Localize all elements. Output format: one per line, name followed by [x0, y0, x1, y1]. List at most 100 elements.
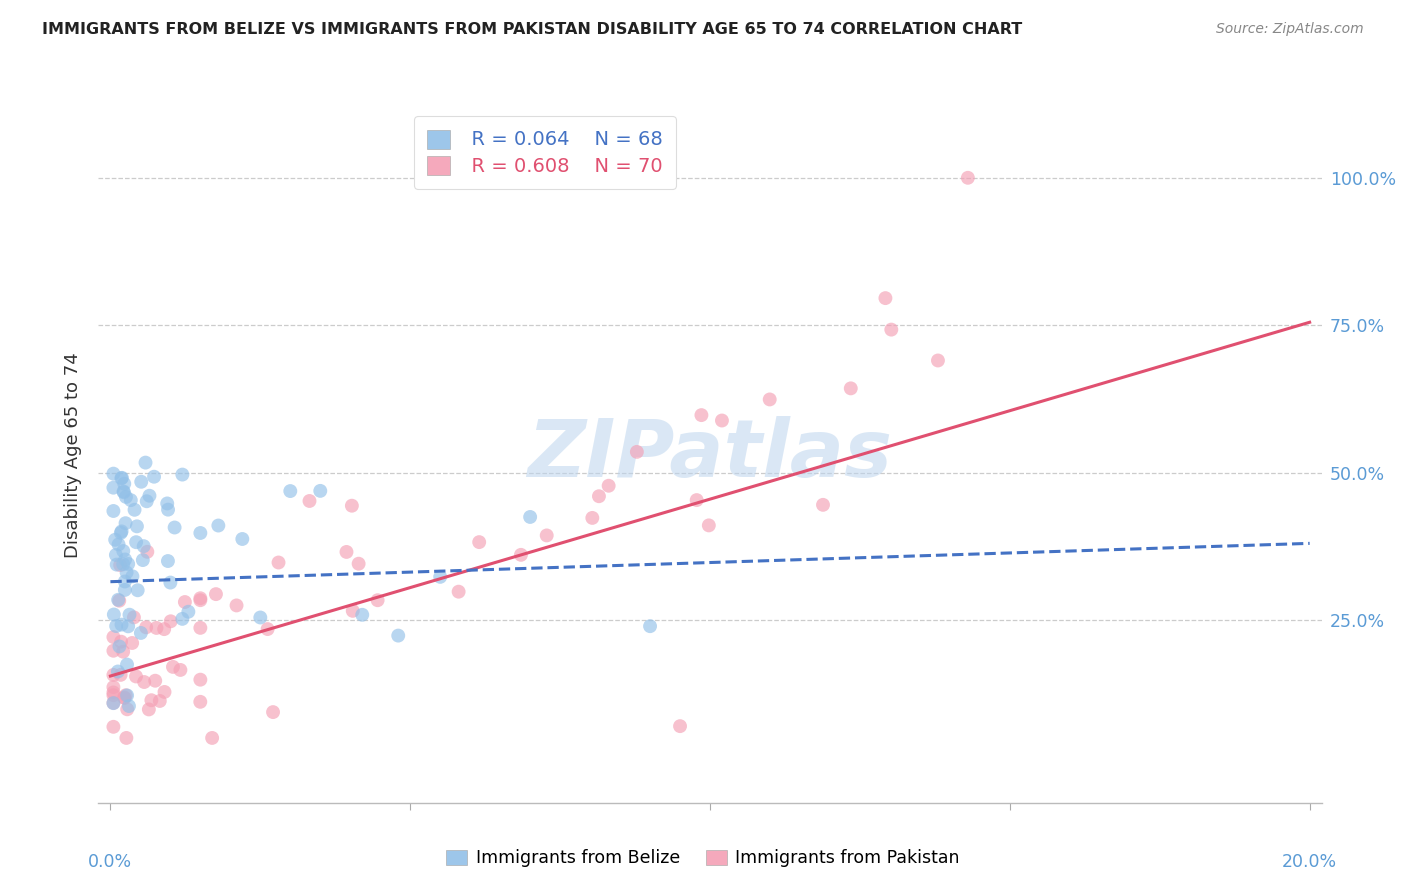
Point — [710, 413, 733, 427]
Point — [149, 694, 172, 708]
Point — [103, 644, 125, 658]
Point — [163, 520, 186, 534]
Point — [172, 467, 194, 482]
Point — [124, 503, 146, 517]
Point — [188, 695, 211, 709]
Point — [188, 621, 211, 635]
Point — [811, 498, 834, 512]
Point — [201, 731, 224, 745]
Point — [188, 591, 211, 606]
Point — [880, 323, 903, 337]
Point — [138, 489, 160, 503]
Point — [110, 471, 132, 485]
Point — [519, 510, 541, 524]
Point — [143, 469, 166, 483]
Point — [249, 610, 271, 624]
Point — [125, 669, 148, 683]
Point — [638, 619, 661, 633]
Point — [875, 291, 897, 305]
Point — [117, 619, 139, 633]
Point — [141, 693, 163, 707]
Point — [172, 612, 194, 626]
Point — [114, 582, 136, 597]
Point — [103, 481, 125, 495]
Point — [107, 592, 129, 607]
Point — [262, 705, 284, 719]
Point — [159, 615, 181, 629]
Point — [114, 574, 136, 589]
Point — [510, 548, 533, 562]
Point — [839, 381, 862, 395]
Point — [103, 504, 125, 518]
Point — [112, 544, 135, 558]
Point — [138, 702, 160, 716]
Point — [108, 593, 131, 607]
Point — [117, 557, 139, 571]
Point — [697, 518, 720, 533]
Point — [135, 620, 157, 634]
Point — [169, 663, 191, 677]
Point — [115, 566, 138, 580]
Point — [153, 685, 176, 699]
Point — [112, 558, 135, 572]
Point — [136, 545, 159, 559]
Point — [110, 525, 132, 540]
Point — [114, 516, 136, 531]
Point — [536, 528, 558, 542]
Point — [352, 607, 374, 622]
Point — [110, 524, 132, 539]
Point — [105, 619, 128, 633]
Point — [135, 494, 157, 508]
Point — [110, 634, 132, 648]
Point — [231, 532, 253, 546]
Point — [581, 511, 603, 525]
Point — [115, 731, 138, 745]
Point — [103, 696, 125, 710]
Point — [173, 595, 195, 609]
Point — [267, 556, 290, 570]
Point — [342, 604, 364, 618]
Point — [156, 554, 179, 568]
Point — [143, 673, 166, 688]
Point — [758, 392, 780, 407]
Point — [103, 467, 125, 481]
Point — [108, 558, 131, 572]
Text: ZIPatlas: ZIPatlas — [527, 416, 893, 494]
Point — [115, 490, 138, 504]
Point — [108, 640, 131, 654]
Point — [309, 483, 332, 498]
Point — [103, 607, 125, 622]
Point — [103, 668, 125, 682]
Point — [157, 502, 180, 516]
Point — [104, 533, 127, 547]
Point — [686, 493, 709, 508]
Point — [598, 479, 620, 493]
Point — [103, 680, 125, 694]
Point — [927, 353, 949, 368]
Point — [588, 489, 610, 503]
Point — [177, 605, 200, 619]
Y-axis label: Disability Age 65 to 74: Disability Age 65 to 74 — [63, 352, 82, 558]
Point — [103, 630, 125, 644]
Point — [107, 665, 129, 679]
Text: 0.0%: 0.0% — [89, 853, 132, 871]
Point — [125, 535, 148, 549]
Text: 20.0%: 20.0% — [1282, 853, 1337, 871]
Point — [340, 499, 363, 513]
Point — [114, 552, 136, 566]
Point — [159, 575, 181, 590]
Point — [110, 668, 132, 682]
Point — [429, 570, 451, 584]
Point — [118, 607, 141, 622]
Point — [153, 622, 176, 636]
Point — [447, 584, 470, 599]
Point — [129, 475, 152, 489]
Point — [103, 688, 125, 702]
Point — [112, 485, 135, 500]
Point — [115, 689, 138, 703]
Point — [134, 675, 156, 690]
Point — [112, 476, 135, 491]
Point — [468, 535, 491, 549]
Point — [118, 699, 141, 714]
Point — [112, 645, 135, 659]
